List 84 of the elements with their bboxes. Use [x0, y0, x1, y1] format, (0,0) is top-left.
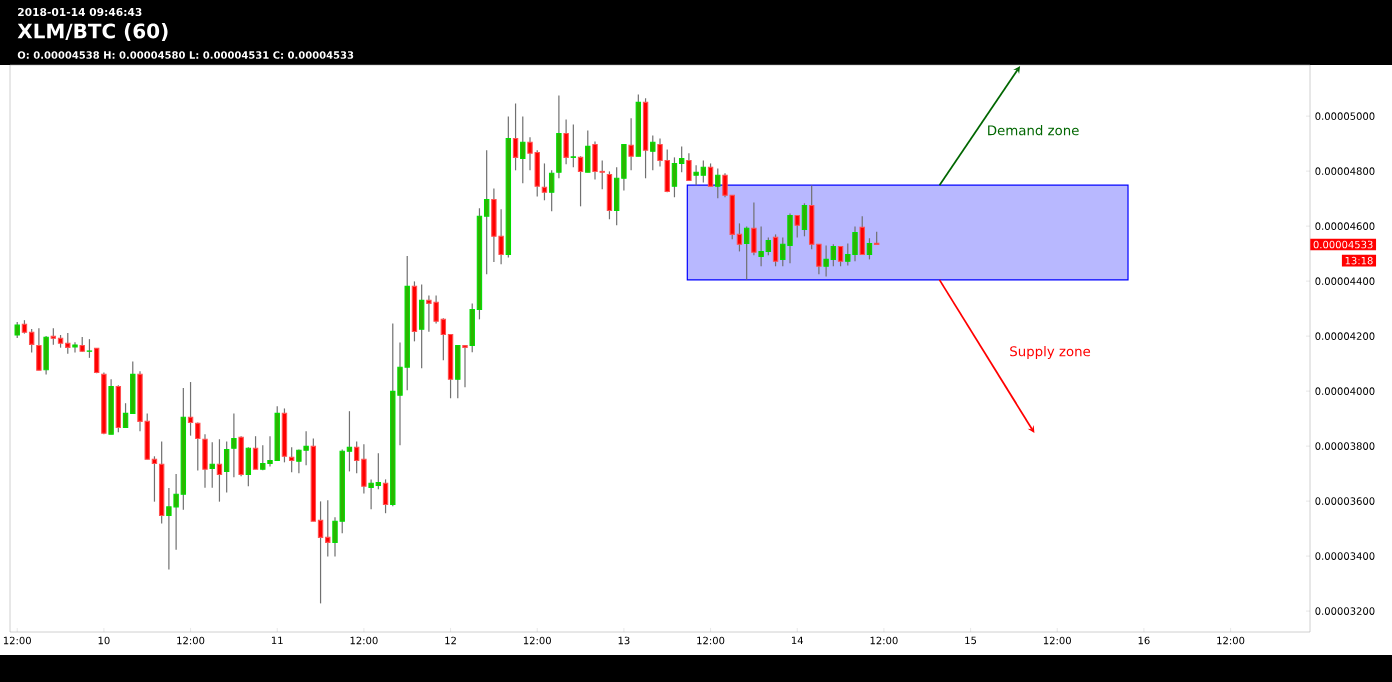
candlestick — [823, 244, 829, 278]
candlestick — [577, 155, 584, 207]
candlestick — [187, 381, 194, 437]
candlestick — [801, 202, 808, 237]
candlestick — [650, 134, 656, 171]
y-tick-label: 0.00004800 — [1315, 167, 1375, 175]
x-tick-label: 12 — [445, 636, 456, 645]
x-tick-label: 12:00 — [3, 636, 31, 645]
text: 13:18 — [1345, 256, 1373, 265]
candlestick — [375, 452, 382, 490]
x-tick-label: 14 — [791, 636, 804, 644]
candlestick — [462, 344, 468, 388]
candlestick — [86, 338, 93, 359]
candlestick — [678, 145, 685, 173]
chart-title: XLM/BTC (60) — [17, 23, 168, 41]
candlestick — [693, 164, 699, 187]
y-tick-label: 0.00004200 — [1315, 332, 1375, 340]
x-tick-label: 16 — [1138, 636, 1150, 645]
x-tick-label: 15 — [965, 636, 977, 645]
y-tick-label: 0.00003800 — [1315, 442, 1375, 450]
chart-subtitle: O: 0.00004538 H: 0.00004580 L: 0.00004531 C: 0.00004533 — [17, 51, 354, 59]
y-tick-label: 0.00003600 — [1315, 497, 1375, 505]
candlestick — [512, 102, 519, 171]
candlestick — [216, 438, 223, 503]
candlestick — [751, 201, 757, 256]
candlestick — [866, 237, 873, 260]
y-tick-label: 0.00004600 — [1315, 222, 1375, 230]
candlestick — [548, 169, 555, 212]
candlestick — [686, 152, 692, 182]
candlestick — [628, 117, 634, 171]
candlestick — [28, 328, 35, 354]
candlestick — [570, 123, 577, 168]
text: 2018-01-14 09:46:43 — [18, 7, 142, 17]
x-tick-label: 12:00 — [1043, 636, 1071, 645]
candlestick — [736, 222, 743, 253]
y-tick-label: 0.00003200 — [1315, 607, 1375, 615]
candlestick — [65, 332, 71, 355]
candlestick — [772, 233, 779, 267]
candlestick — [440, 317, 447, 361]
x-tick-label: 13 — [618, 636, 630, 645]
candlestick — [223, 440, 230, 494]
candlestick — [252, 435, 259, 470]
candlestick — [382, 478, 389, 514]
x-tick-label: 12:00 — [870, 636, 898, 645]
x-tick-label: 12:00 — [523, 636, 551, 645]
annotation: Supply zone — [1010, 346, 1091, 359]
y-tick-label: 0.00003400 — [1315, 552, 1375, 560]
candlestick — [520, 115, 526, 184]
candlestick — [325, 499, 331, 557]
candlestick — [151, 455, 158, 503]
x-tick-label: 11 — [271, 636, 283, 644]
y-tick-label: 0.00004000 — [1315, 387, 1375, 395]
y-tick-label: 0.00004400 — [1315, 277, 1375, 285]
candlestick — [483, 149, 490, 275]
candlestick — [743, 225, 750, 281]
candlestick — [671, 156, 678, 198]
candlestick — [794, 214, 800, 238]
candlestick — [541, 162, 548, 201]
candlestick — [195, 421, 201, 472]
candlestick — [317, 500, 324, 604]
candlestick — [346, 410, 353, 473]
x-tick-label: 12:00 — [697, 636, 725, 645]
x-tick-label: 10 — [98, 636, 110, 645]
x-tick-label: 12:00 — [350, 636, 378, 645]
candlestick — [231, 412, 237, 478]
y-tick-label: 0.00005000 — [1315, 112, 1375, 120]
candlestick — [72, 341, 78, 354]
candlestick — [563, 118, 569, 165]
candlestick — [707, 162, 714, 187]
candlestick — [288, 446, 295, 473]
x-tick-label: 12:00 — [1217, 636, 1245, 645]
candlestick — [816, 243, 822, 275]
candlestick — [122, 402, 129, 429]
candlestick — [715, 167, 721, 199]
annotation: Demand zone — [988, 125, 1079, 136]
candlestick — [837, 245, 844, 267]
x-tick-label: 12:00 — [177, 636, 205, 645]
candlestick — [700, 159, 707, 184]
candlestick — [353, 440, 360, 474]
candlestick — [368, 478, 374, 510]
candlestick — [830, 243, 837, 267]
text: 0.00004533 — [1313, 240, 1373, 249]
candlestick — [758, 225, 764, 267]
candlestick — [209, 441, 215, 489]
